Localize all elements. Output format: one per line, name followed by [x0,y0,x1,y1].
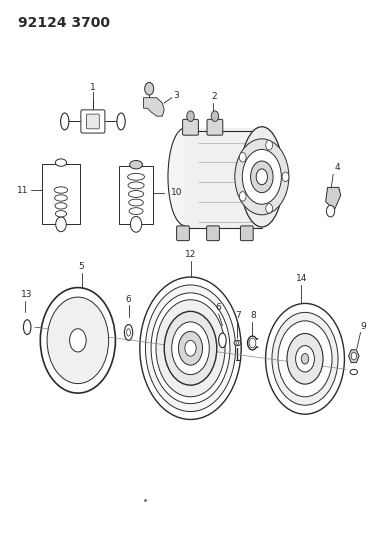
Ellipse shape [55,211,67,217]
Circle shape [185,341,196,356]
Circle shape [287,334,323,384]
Ellipse shape [240,127,283,227]
Circle shape [251,161,273,192]
Circle shape [235,139,289,215]
Circle shape [47,297,109,384]
Circle shape [239,152,246,162]
Ellipse shape [54,195,67,201]
Ellipse shape [168,128,202,225]
Text: 12: 12 [185,250,196,259]
FancyBboxPatch shape [207,226,219,241]
Polygon shape [144,98,164,116]
Ellipse shape [236,342,239,344]
Circle shape [156,300,225,397]
Ellipse shape [55,203,67,209]
Circle shape [140,277,241,419]
Text: 7: 7 [235,311,241,320]
Circle shape [146,285,235,411]
Text: 9: 9 [361,322,367,331]
Ellipse shape [128,182,144,189]
Circle shape [70,329,86,352]
Circle shape [211,111,219,122]
Circle shape [56,217,66,232]
Text: 5: 5 [79,262,85,271]
Circle shape [296,345,314,372]
Circle shape [266,204,272,213]
Circle shape [327,205,335,217]
FancyBboxPatch shape [177,226,189,241]
Text: 10: 10 [171,188,182,197]
Circle shape [351,352,357,360]
Text: 14: 14 [296,274,307,283]
Ellipse shape [234,341,241,345]
Circle shape [242,149,281,204]
FancyBboxPatch shape [182,119,199,135]
FancyBboxPatch shape [86,114,99,129]
Text: 6: 6 [216,303,221,312]
Ellipse shape [61,113,69,130]
Text: 1: 1 [90,83,96,92]
Text: 3: 3 [173,91,179,100]
FancyBboxPatch shape [119,166,153,224]
Ellipse shape [219,333,226,348]
Ellipse shape [126,329,130,336]
Circle shape [256,169,267,185]
Ellipse shape [128,173,144,180]
Ellipse shape [130,160,142,169]
Ellipse shape [128,191,144,197]
Circle shape [178,332,203,365]
Circle shape [272,312,338,405]
Circle shape [145,83,154,95]
Text: 13: 13 [21,290,33,299]
Circle shape [266,303,344,414]
Polygon shape [185,128,262,228]
Circle shape [278,321,332,397]
Ellipse shape [117,113,125,130]
FancyBboxPatch shape [240,226,253,241]
Text: 92124 3700: 92124 3700 [18,16,110,30]
Text: 11: 11 [16,185,28,195]
Circle shape [151,293,230,403]
Text: 6: 6 [126,295,131,304]
Circle shape [130,216,142,232]
Ellipse shape [350,369,358,375]
FancyBboxPatch shape [81,110,105,133]
Circle shape [239,192,246,201]
Text: 4: 4 [334,164,340,172]
Ellipse shape [129,208,143,215]
Polygon shape [326,188,341,210]
Text: 2: 2 [211,92,216,101]
Circle shape [172,322,209,375]
Circle shape [266,141,272,150]
Circle shape [249,338,256,348]
Ellipse shape [54,187,68,193]
Circle shape [187,111,194,122]
FancyBboxPatch shape [207,119,223,135]
Circle shape [282,172,289,182]
Ellipse shape [23,320,31,335]
Circle shape [301,353,309,364]
Ellipse shape [125,325,133,341]
Ellipse shape [55,159,67,166]
Text: 8: 8 [250,311,256,320]
Polygon shape [349,350,359,362]
Ellipse shape [129,199,143,206]
Circle shape [164,311,217,385]
Circle shape [40,288,115,393]
FancyBboxPatch shape [42,164,80,224]
